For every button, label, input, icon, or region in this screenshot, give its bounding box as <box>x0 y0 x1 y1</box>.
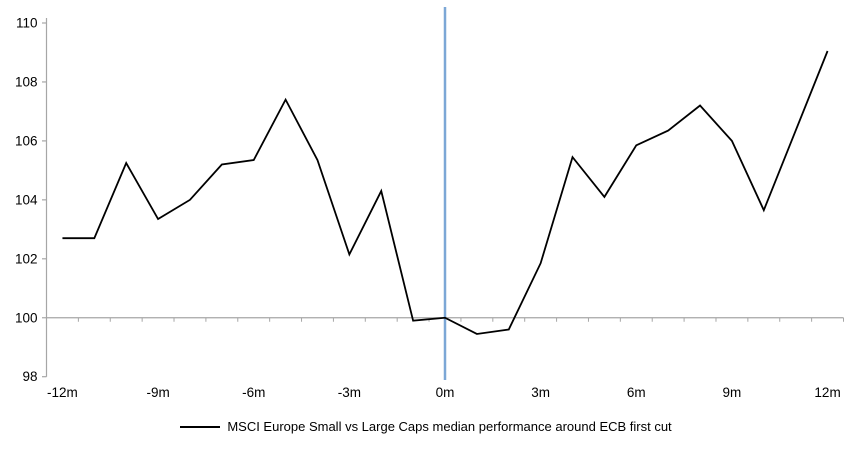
x-axis-tick-label: 6m <box>627 385 646 400</box>
y-axis-tick-label: 104 <box>15 192 38 207</box>
x-axis-tick-label: 0m <box>436 385 455 400</box>
line-chart: 110 108 106 104 102 100 98 -12m -9m -6m -3m 0m 3m 6m 9… <box>15 7 844 400</box>
x-axis-tick-label: -3m <box>338 385 361 400</box>
y-axis-tick-label: 102 <box>15 251 38 266</box>
y-axis-tick-label: 98 <box>22 369 37 384</box>
legend: MSCI Europe Small vs Large Caps median p… <box>0 419 852 434</box>
y-axis-tick-label: 106 <box>15 133 38 148</box>
legend-label: MSCI Europe Small vs Large Caps median p… <box>227 419 672 434</box>
x-axis-tick-label: 9m <box>723 385 742 400</box>
y-axis-tick-label: 108 <box>15 74 38 89</box>
x-axis-tick-label: -6m <box>242 385 265 400</box>
y-axis-tick-label: 110 <box>16 16 38 31</box>
x-axis-tick-label: -12m <box>47 385 78 400</box>
legend-line-sample <box>180 425 221 428</box>
x-axis-tick-label: 12m <box>814 385 840 400</box>
series-line <box>62 50 829 335</box>
x-axis-tick-label: -9m <box>146 385 169 400</box>
y-axis-tick-label: 100 <box>15 310 38 325</box>
x-axis-tick-label: 3m <box>531 385 550 400</box>
